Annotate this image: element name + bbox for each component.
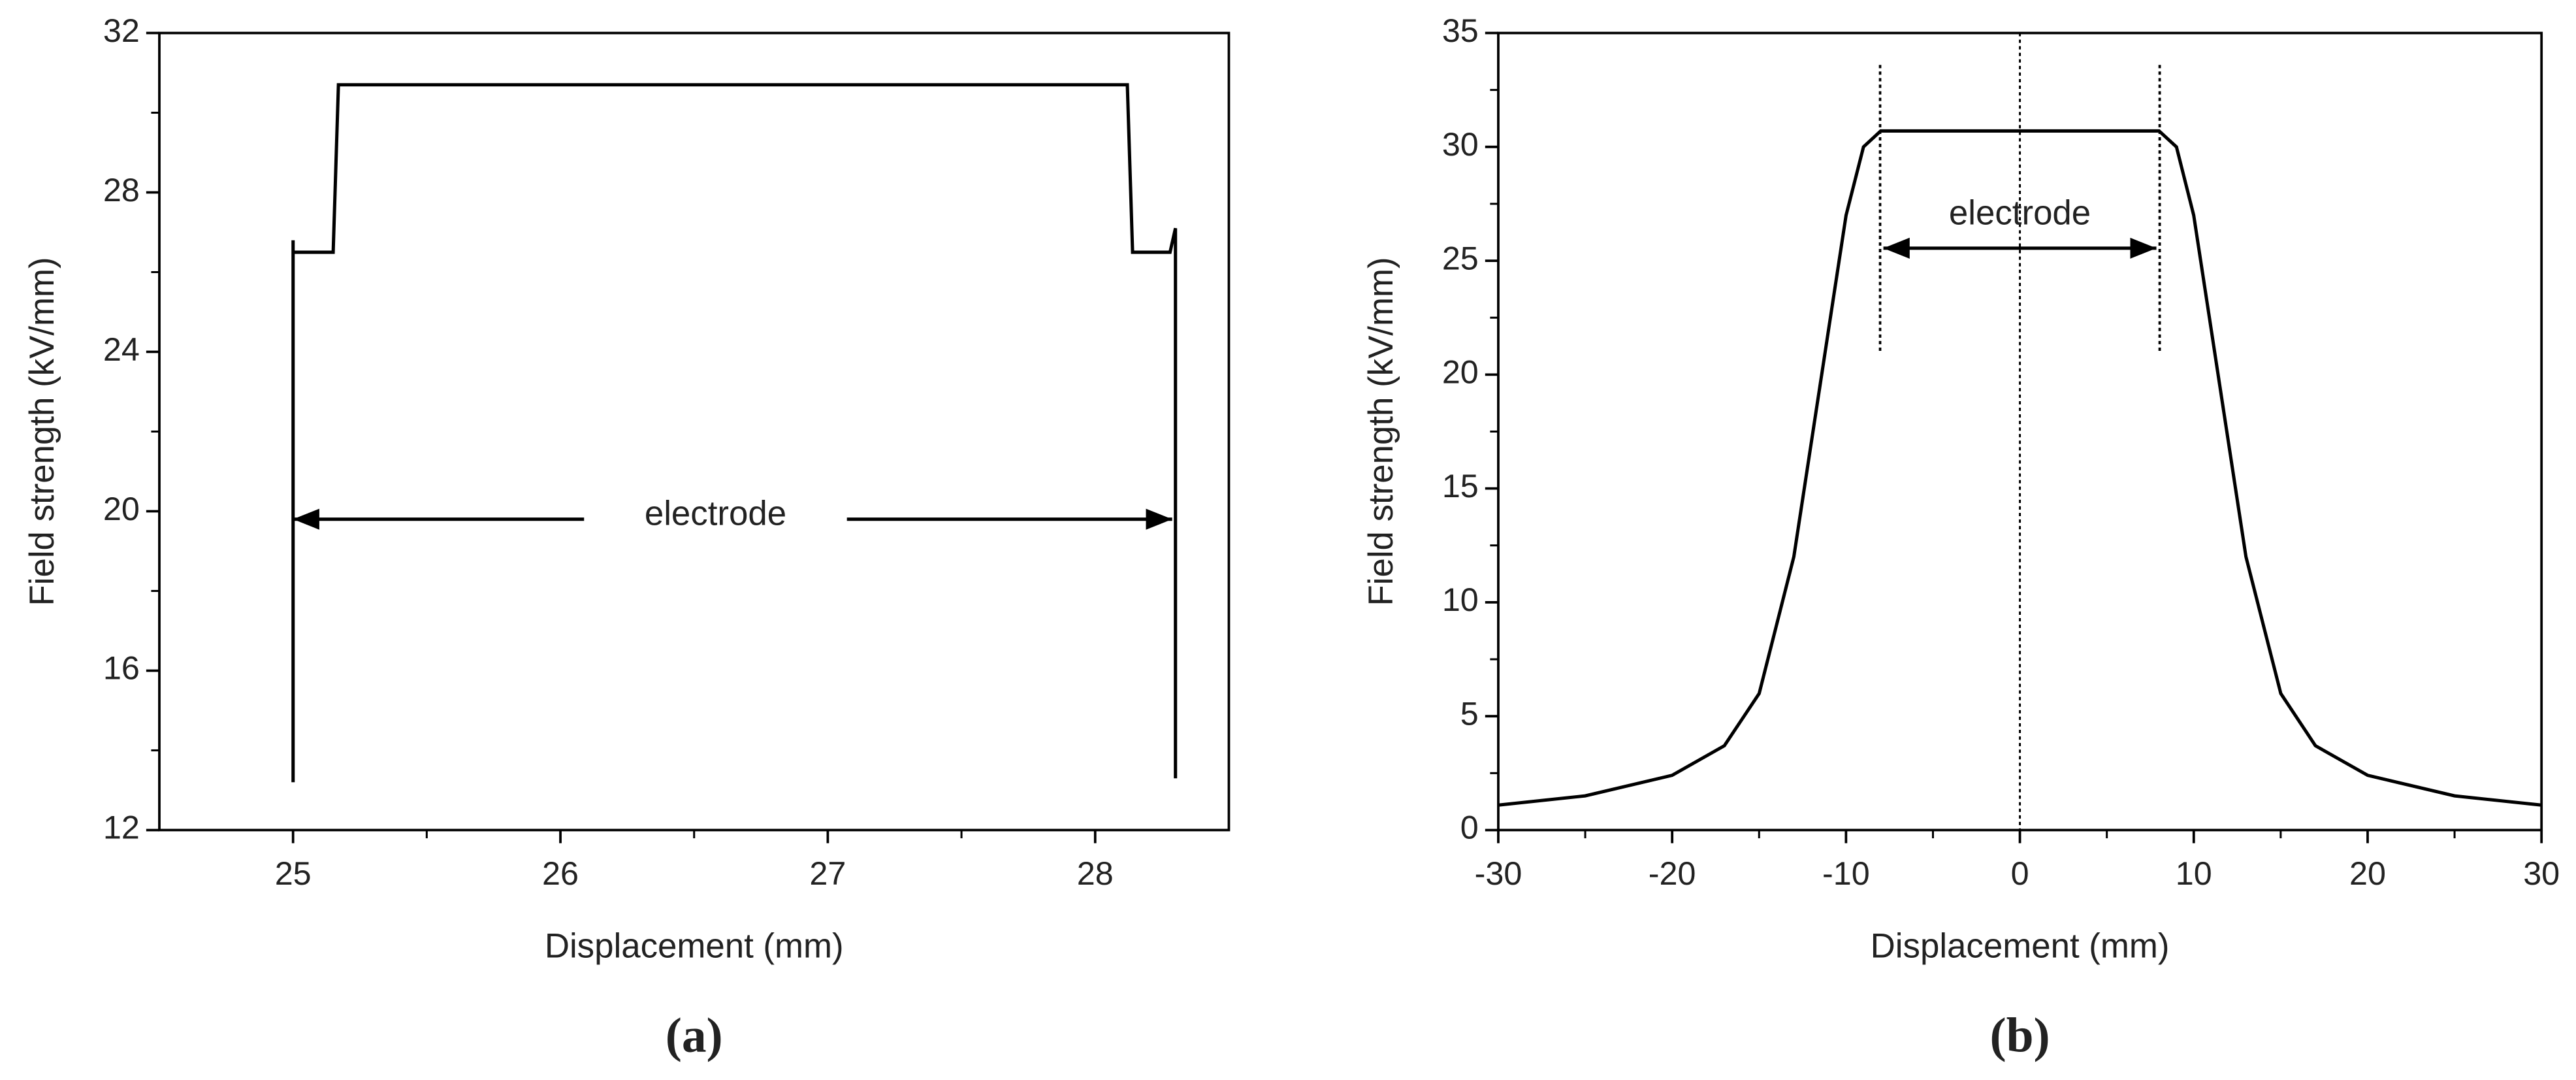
- x-tick-label: 28: [1077, 855, 1114, 892]
- y-tick-label: 10: [1442, 581, 1479, 618]
- x-tick-label: 30: [2523, 855, 2560, 892]
- y-tick-label: 15: [1442, 467, 1479, 504]
- y-tick-label: 20: [103, 490, 140, 527]
- y-tick-label: 5: [1460, 695, 1479, 732]
- annotation: electrode: [1949, 194, 2091, 233]
- y-tick-label: 28: [103, 171, 140, 208]
- data-line: [291, 83, 1178, 783]
- y-tick-label: 25: [1442, 239, 1479, 276]
- x-tick-label: 25: [275, 855, 312, 892]
- x-tick-label: -10: [1822, 855, 1870, 892]
- x-tick-label: 20: [2349, 855, 2386, 892]
- y-tick-label: 20: [1442, 353, 1479, 391]
- y-tick-label: 30: [1442, 125, 1479, 163]
- panel-label: (a): [666, 1009, 723, 1063]
- x-tick-label: 27: [809, 855, 846, 892]
- x-tick-label: 26: [542, 855, 579, 892]
- y-tick-label: 0: [1460, 809, 1479, 846]
- x-tick-label: -20: [1649, 855, 1696, 892]
- y-tick-label: 24: [103, 331, 140, 368]
- x-tick-label: 10: [2176, 855, 2212, 892]
- annotation: electrode: [645, 495, 786, 533]
- x-tick-label: 0: [2011, 855, 2029, 892]
- y-tick-label: 35: [1442, 12, 1479, 49]
- y-tick-label: 16: [103, 649, 140, 687]
- x-axis-label: Displacement (mm): [1871, 927, 2170, 966]
- data-line: [1498, 129, 2542, 807]
- y-tick-label: 12: [103, 809, 140, 846]
- y-axis-label: Field strength (kV/mm): [1362, 257, 1400, 606]
- y-axis-label: Field strength (kV/mm): [23, 257, 61, 606]
- x-axis-label: Displacement (mm): [545, 927, 844, 966]
- panel-label: (b): [1989, 1009, 2050, 1063]
- plot-frame: [158, 31, 1231, 832]
- x-tick-label: -30: [1475, 855, 1522, 892]
- y-tick-label: 32: [103, 12, 140, 49]
